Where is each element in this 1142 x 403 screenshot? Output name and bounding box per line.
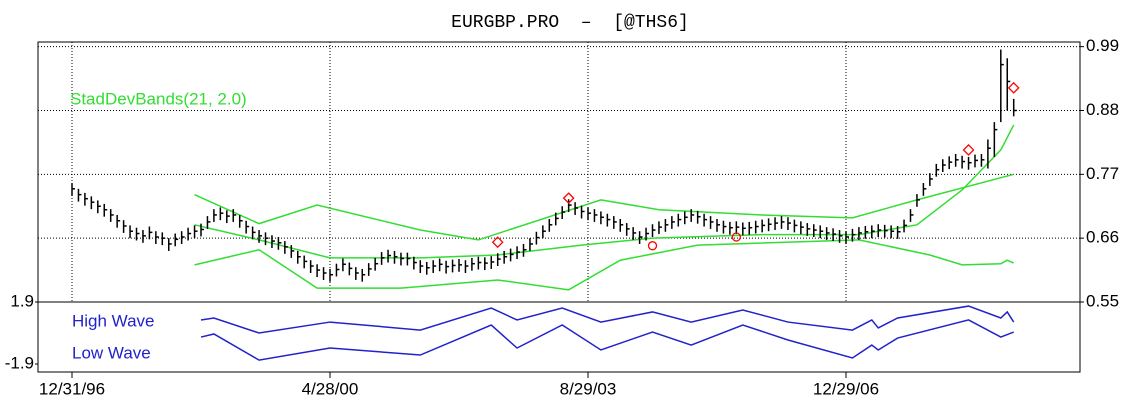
signal-diamond xyxy=(562,192,575,205)
x-tick-label: 12/29/06 xyxy=(813,379,879,398)
y-tick-label: 0.55 xyxy=(1086,291,1119,310)
signal-diamond xyxy=(491,236,504,249)
y-tick-label: -1.9 xyxy=(5,353,34,372)
band-line xyxy=(194,239,1015,291)
signal-diamond xyxy=(962,144,975,156)
y-tick-label: 0.66 xyxy=(1086,228,1119,247)
band-line xyxy=(194,173,1014,241)
wave-line xyxy=(200,305,1015,334)
signal-diamond xyxy=(1007,81,1020,94)
y-tick-label: 0.99 xyxy=(1086,36,1119,55)
chart-title: EURGBP.PRO – [@THS6] xyxy=(451,13,689,33)
band-line xyxy=(194,124,1015,259)
signal-circle xyxy=(647,241,658,251)
y-tick-label: 0.88 xyxy=(1086,100,1119,119)
legend-label: High Wave xyxy=(72,311,155,330)
x-tick-label: 8/29/03 xyxy=(560,379,617,398)
y-tick-label: 1.9 xyxy=(10,291,34,310)
wave-line xyxy=(200,319,1014,361)
signal-circle xyxy=(731,232,741,242)
x-tick-label: 4/28/00 xyxy=(302,379,359,398)
y-tick-label: 0.77 xyxy=(1086,164,1119,183)
x-tick-label: 12/31/96 xyxy=(39,379,105,398)
legend-label: Low Wave xyxy=(72,343,151,362)
annotation: StadDevBands(21, 2.0) xyxy=(70,89,247,108)
